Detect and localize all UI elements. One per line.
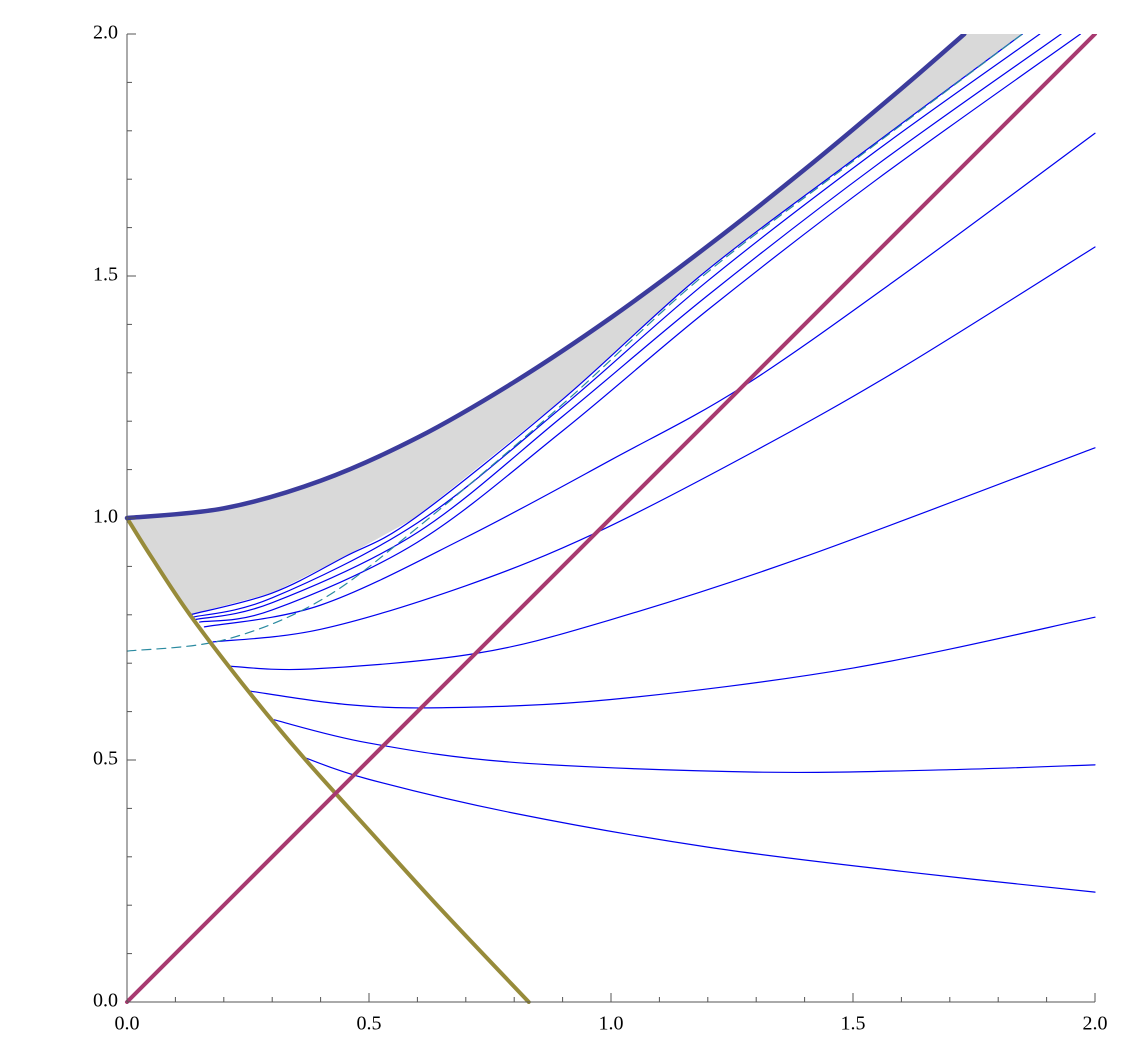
x-tick-label: 1.0 [599, 1013, 624, 1035]
curve [212, 246, 1096, 643]
y-tick-label: 1.0 [93, 506, 118, 528]
curve [194, 34, 1062, 621]
curve [302, 756, 1096, 893]
axes: 0.0 0.5 1.0 1.5 2.0 0.0 0.5 1.0 1.5 2.0 [93, 22, 1108, 1035]
curve [203, 132, 1096, 628]
y-tick-label: 0.0 [93, 990, 118, 1012]
y-tick-label: 0.5 [93, 748, 118, 770]
curve [126, 34, 1023, 652]
curve [273, 719, 1096, 774]
plot-area [124, 34, 1097, 1004]
curve [191, 34, 1041, 618]
curve [124, 34, 967, 521]
y-tick-label: 2.0 [93, 22, 118, 44]
curve [189, 34, 1023, 616]
x-tick-label: 1.5 [841, 1013, 866, 1035]
x-tick-label: 2.0 [1083, 1013, 1108, 1035]
curve [247, 616, 1096, 709]
curve [125, 516, 531, 1004]
curve [125, 34, 1097, 1004]
x-tick-label: 0.0 [115, 1013, 140, 1035]
x-tick-label: 0.5 [357, 1013, 382, 1035]
shaded-region [127, 34, 1023, 615]
curve [199, 34, 1082, 623]
curve [227, 447, 1096, 671]
y-tick-label: 1.5 [93, 264, 118, 286]
